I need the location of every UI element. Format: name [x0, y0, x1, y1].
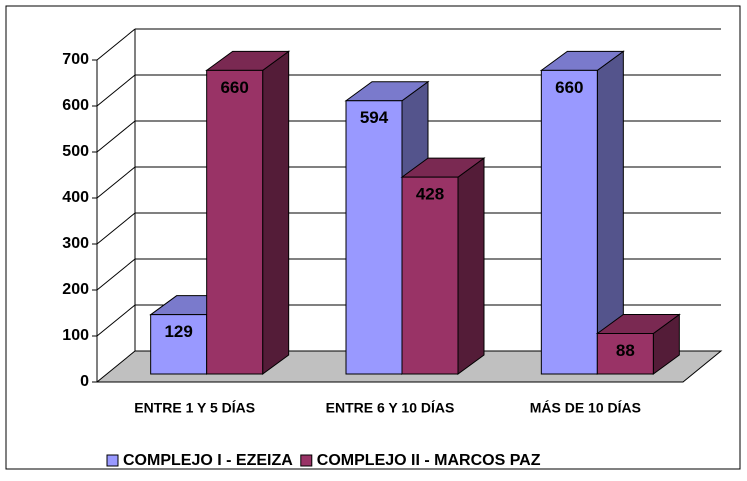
bar-front — [345, 100, 403, 375]
bar — [205, 50, 291, 375]
grid-line — [96, 212, 136, 245]
x-tick-label: ENTRE 6 Y 10 DÍAS — [326, 400, 455, 416]
grid-line — [96, 74, 136, 107]
bar-side — [457, 157, 485, 375]
y-tick-label: 200 — [62, 281, 89, 298]
data-label: 129 — [164, 322, 192, 341]
y-tick-label: 700 — [62, 51, 89, 68]
y-tick-label: 500 — [62, 143, 89, 160]
grid-line — [96, 166, 136, 199]
data-label: 88 — [616, 341, 635, 360]
bar — [539, 50, 625, 375]
y-tick-label: 600 — [62, 97, 89, 114]
grid-line — [96, 28, 136, 61]
x-tick-label: ENTRE 1 Y 5 DÍAS — [134, 400, 255, 416]
y-tick-label: 0 — [80, 373, 89, 390]
data-label: 660 — [220, 78, 248, 97]
y-tick-label: 400 — [62, 189, 89, 206]
bar-front — [401, 176, 459, 375]
data-label: 428 — [416, 185, 444, 204]
grid-line — [96, 258, 136, 291]
legend-swatch — [106, 454, 119, 467]
bar — [595, 313, 681, 375]
legend-label: COMPLEJO II - MARCOS PAZ — [317, 452, 541, 469]
x-tick-label: MÁS DE 10 DÍAS — [530, 400, 641, 416]
bar-side — [262, 50, 290, 375]
data-label: 660 — [555, 78, 583, 97]
grid-line — [96, 120, 136, 153]
legend-swatch — [300, 454, 313, 467]
bar-front — [540, 69, 598, 375]
bar-front — [206, 69, 264, 375]
y-tick-label: 100 — [62, 327, 89, 344]
bar-front — [596, 333, 654, 375]
legend-label: COMPLEJO I - EZEIZA — [123, 452, 293, 469]
grid-line — [96, 304, 136, 337]
y-tick-label: 300 — [62, 235, 89, 252]
bar — [400, 157, 486, 375]
data-label: 594 — [360, 108, 389, 127]
